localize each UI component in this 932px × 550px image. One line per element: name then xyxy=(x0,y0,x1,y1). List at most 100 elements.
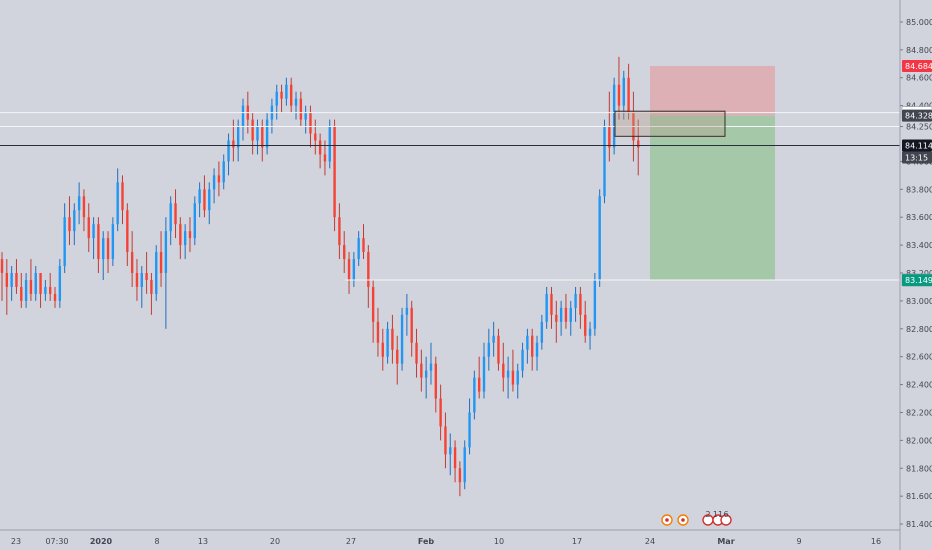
candle-body xyxy=(463,447,466,483)
position-zones xyxy=(650,66,775,281)
candle-body xyxy=(569,307,572,322)
price-badges: 84.68484.35084.32884.11413:1583.15083.14… xyxy=(901,60,932,287)
candle-body xyxy=(400,314,404,364)
zone-overlay xyxy=(614,110,726,137)
candle-body xyxy=(612,84,616,148)
event-count-marker[interactable]: 6 xyxy=(720,510,732,526)
price-badge-bg xyxy=(902,274,932,287)
candle xyxy=(159,231,163,287)
candle xyxy=(145,252,148,294)
y-tick-label: 81.400 xyxy=(906,520,932,529)
candle xyxy=(386,321,389,364)
candle-body xyxy=(367,252,370,287)
candle-body xyxy=(318,140,322,155)
candle xyxy=(0,252,4,301)
candle xyxy=(285,77,288,106)
candle xyxy=(222,154,225,190)
time-axis[interactable]: 23 07:30 2020 8 13 20 27 Feb 10 17 24 Mar 9 16 xyxy=(11,537,881,546)
candle-body xyxy=(73,210,76,232)
y-tick-label: 84.600 xyxy=(906,74,932,83)
candle xyxy=(540,314,544,350)
candle xyxy=(323,140,327,176)
candle xyxy=(593,273,597,336)
candle-body xyxy=(347,259,351,280)
price-axis[interactable]: 85.00084.80084.60084.40084.25084.00083.8… xyxy=(900,18,932,529)
candle xyxy=(439,384,442,441)
candle-body xyxy=(526,335,529,350)
candle xyxy=(502,342,505,392)
candle-body xyxy=(222,161,225,183)
candle xyxy=(24,273,28,308)
candle xyxy=(39,273,42,308)
candle-body xyxy=(603,126,606,197)
candle xyxy=(497,328,500,371)
candle xyxy=(458,461,462,497)
candle xyxy=(612,77,616,155)
candle-body xyxy=(593,279,597,329)
candle xyxy=(579,286,582,329)
candle-body xyxy=(473,377,476,413)
candle-body xyxy=(121,182,124,211)
price-badge-label: 13:15 xyxy=(905,154,928,163)
x-tick-label: 10 xyxy=(494,537,504,546)
x-tick-label: 9 xyxy=(796,537,801,546)
candle-body xyxy=(357,238,360,260)
candle-body xyxy=(193,203,196,239)
candle xyxy=(598,189,601,287)
candle-body xyxy=(102,238,105,260)
price-badge: 83.149 xyxy=(902,274,932,287)
price-badge-bg xyxy=(902,139,932,152)
candle xyxy=(588,321,592,350)
candle-body xyxy=(10,273,13,287)
candle-body xyxy=(627,77,630,113)
candle xyxy=(34,266,37,301)
y-tick-label: 81.600 xyxy=(906,492,932,501)
candle xyxy=(559,300,563,336)
economic-event-flag-icon[interactable] xyxy=(677,514,689,526)
candle xyxy=(97,217,100,273)
candle-body xyxy=(314,133,317,141)
candle-body xyxy=(77,196,81,211)
y-tick-label: 82.200 xyxy=(906,408,932,417)
candle-body xyxy=(458,468,462,483)
y-tick-label: 83.600 xyxy=(906,213,932,222)
candle-body xyxy=(208,189,211,211)
candle-body xyxy=(511,370,515,385)
candle xyxy=(150,273,153,315)
price-badge-label: 84.328 xyxy=(905,112,932,121)
candle-body xyxy=(44,286,47,294)
candle-body xyxy=(434,363,437,399)
candle-body xyxy=(256,126,259,141)
candle-body xyxy=(34,273,37,294)
candle xyxy=(328,119,331,169)
candle xyxy=(29,259,33,301)
candle-body xyxy=(588,328,592,336)
candle-body xyxy=(169,203,172,232)
candle-body xyxy=(487,342,491,357)
candle-body xyxy=(323,154,327,162)
candle xyxy=(227,133,230,176)
candle xyxy=(410,300,413,357)
event-markers[interactable]: 2 11 6 xyxy=(661,510,732,526)
candle-body xyxy=(106,238,110,260)
price-badge-label: 84.114 xyxy=(905,142,932,151)
candle-body xyxy=(145,273,148,280)
y-tick-label: 81.800 xyxy=(906,464,932,473)
candle xyxy=(429,342,433,385)
economic-event-flag-icon[interactable] xyxy=(661,514,673,526)
candle xyxy=(492,321,495,357)
candle xyxy=(188,217,192,253)
x-tick-label: 8 xyxy=(154,537,159,546)
supply-zone-box[interactable] xyxy=(614,110,726,137)
candle-body xyxy=(410,307,413,343)
candle-body xyxy=(280,91,283,99)
candle xyxy=(545,286,548,329)
candle xyxy=(535,335,539,371)
candle-body xyxy=(424,370,428,378)
candle xyxy=(87,203,90,253)
candle xyxy=(126,203,129,267)
candle-body xyxy=(608,126,611,148)
event-count-label: 2 xyxy=(705,510,710,519)
